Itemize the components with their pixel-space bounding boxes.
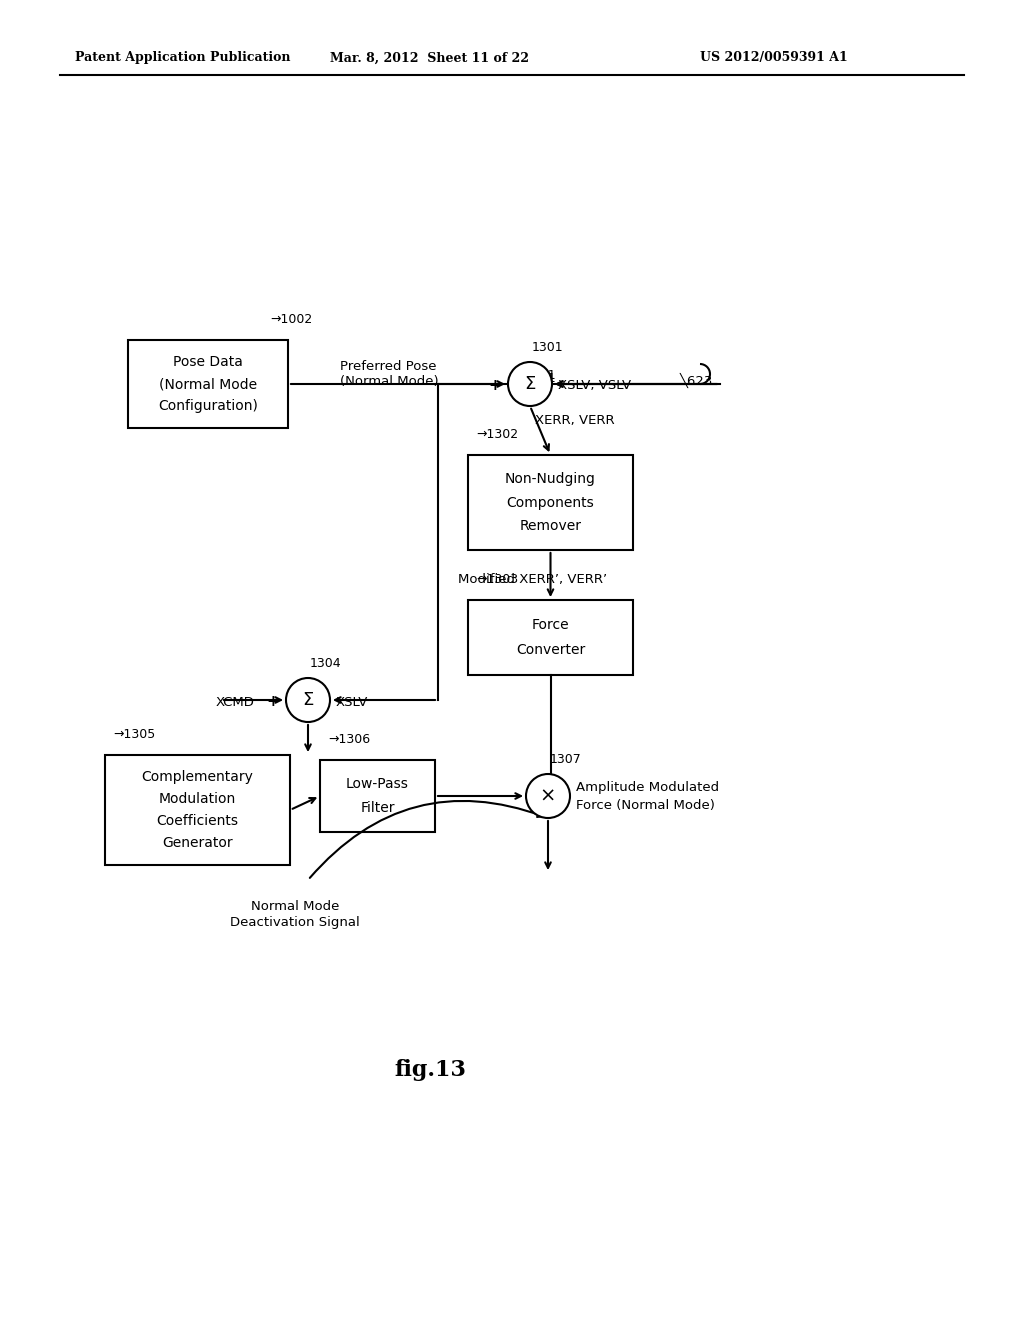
Text: Coefficients: Coefficients	[157, 814, 239, 828]
Text: 1301: 1301	[525, 370, 557, 381]
Text: ×: ×	[540, 787, 556, 805]
Text: Filter: Filter	[360, 801, 394, 814]
Text: Normal Mode: Normal Mode	[251, 900, 339, 913]
Text: Pose Data: Pose Data	[173, 355, 243, 370]
Text: 1301: 1301	[532, 341, 563, 354]
Text: −: −	[314, 686, 328, 705]
Text: Low-Pass: Low-Pass	[346, 777, 409, 791]
Bar	[468, 455, 633, 550]
Text: Mar. 8, 2012  Sheet 11 of 22: Mar. 8, 2012 Sheet 11 of 22	[331, 51, 529, 65]
Text: (Normal Mode: (Normal Mode	[159, 378, 257, 391]
Text: Generator: Generator	[162, 836, 232, 850]
Text: Force (Normal Mode): Force (Normal Mode)	[575, 799, 715, 812]
Text: +: +	[266, 694, 279, 710]
Text: Modulation: Modulation	[159, 792, 237, 807]
Text: Preferred Pose: Preferred Pose	[340, 359, 436, 372]
Text: 1304: 1304	[310, 657, 342, 671]
Text: →1305: →1305	[113, 729, 156, 741]
Text: Components: Components	[507, 495, 594, 510]
Text: 1307: 1307	[550, 752, 582, 766]
Text: Non-Nudging: Non-Nudging	[505, 471, 596, 486]
Circle shape	[526, 774, 570, 818]
Text: Complementary: Complementary	[141, 770, 253, 784]
Text: (Normal Mode): (Normal Mode)	[340, 375, 438, 388]
Text: XERR, VERR: XERR, VERR	[535, 414, 614, 426]
Text: Patent Application Publication: Patent Application Publication	[75, 51, 291, 65]
Text: Deactivation Signal: Deactivation Signal	[230, 916, 359, 929]
Circle shape	[508, 362, 552, 407]
Bar	[468, 601, 633, 675]
Text: XCMD: XCMD	[216, 696, 255, 709]
Bar	[319, 760, 435, 832]
Text: Configuration): Configuration)	[158, 399, 258, 413]
Text: →1306: →1306	[328, 733, 370, 746]
Text: Converter: Converter	[516, 643, 585, 657]
Text: Force: Force	[531, 618, 569, 632]
Text: →1002: →1002	[270, 313, 312, 326]
Text: Σ: Σ	[524, 375, 536, 393]
Text: Σ: Σ	[302, 690, 313, 709]
Text: Amplitude Modulated: Amplitude Modulated	[575, 781, 719, 795]
Bar	[128, 341, 288, 428]
Text: Modified XERR’, VERR’: Modified XERR’, VERR’	[458, 573, 607, 586]
Text: Remover: Remover	[519, 519, 582, 533]
Text: 1301: 1301	[525, 372, 557, 385]
Text: −: −	[536, 371, 550, 389]
Bar	[105, 755, 290, 865]
Text: ╲623: ╲623	[680, 372, 714, 388]
Text: US 2012/0059391 A1: US 2012/0059391 A1	[700, 51, 848, 65]
Text: →1303: →1303	[476, 573, 518, 586]
Text: fig.13: fig.13	[394, 1059, 466, 1081]
Text: →1302: →1302	[476, 428, 518, 441]
Circle shape	[286, 678, 330, 722]
Text: XSLV: XSLV	[336, 696, 369, 709]
Text: +: +	[488, 379, 501, 393]
Text: XSLV, VSLV: XSLV, VSLV	[558, 380, 631, 392]
